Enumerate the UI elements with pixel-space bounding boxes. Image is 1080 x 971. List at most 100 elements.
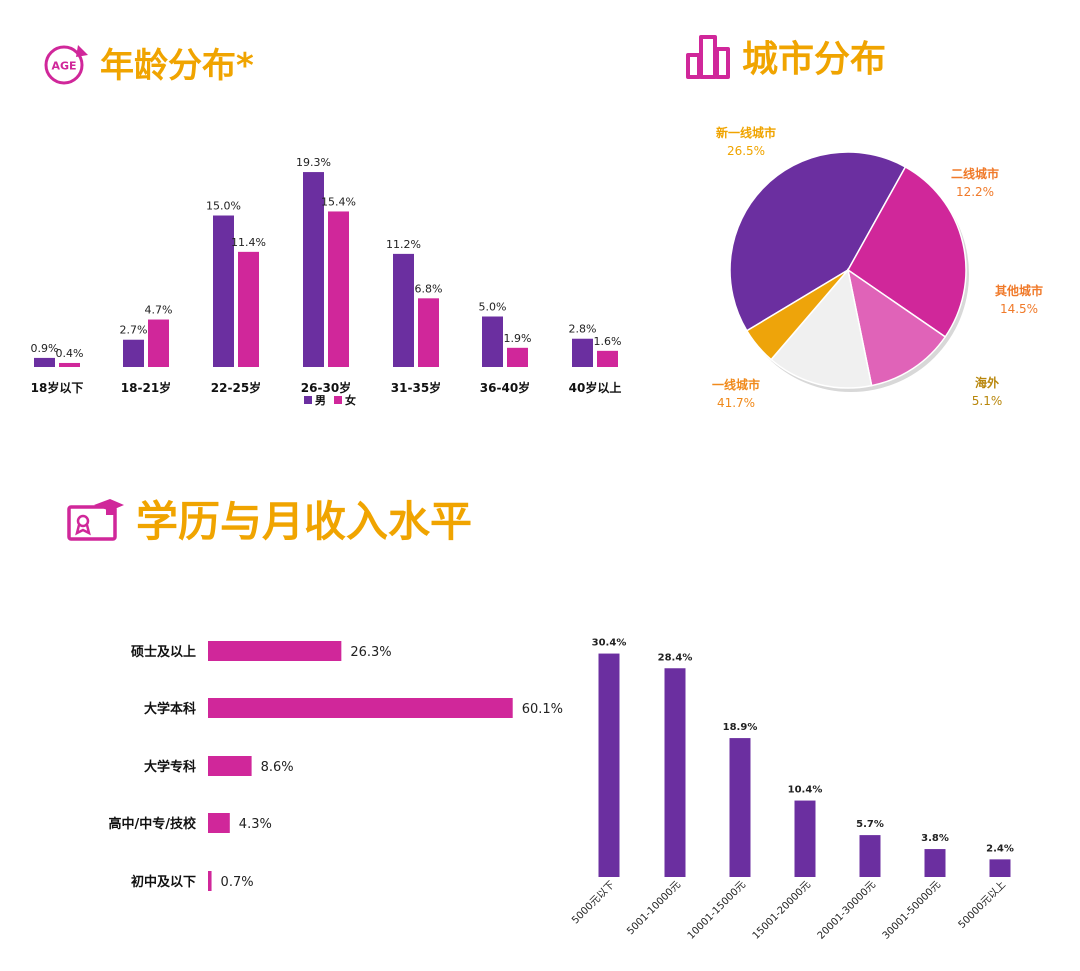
age-bar-value: 11.2%: [386, 238, 421, 251]
income-bar: [924, 849, 946, 877]
age-bar-male: [572, 338, 593, 367]
income-bar-value: 28.4%: [658, 652, 693, 663]
age-category-label: 40岁以上: [569, 380, 622, 395]
age-bar-value: 15.4%: [321, 195, 356, 208]
age-bar-value: 0.4%: [56, 347, 84, 360]
age-bar-value: 4.7%: [145, 304, 173, 317]
age-bar-female: [328, 211, 349, 367]
age-bar-male: [213, 215, 234, 367]
age-section-header: AGE 年龄分布*: [42, 38, 254, 87]
pie-slice-overseas: [745, 269, 849, 361]
age-bar-male: [303, 172, 324, 367]
legend-label: 男: [315, 394, 326, 407]
legend-label: 女: [345, 393, 356, 407]
pie-slice-value: 41.7%: [717, 396, 755, 410]
age-bar-male: [123, 339, 144, 367]
pie-shadow: [733, 156, 969, 392]
age-category-label: 22-25岁: [211, 380, 261, 395]
income-category-label: 5001-10000元: [625, 879, 683, 937]
age-category-label: 31-35岁: [391, 380, 441, 395]
pie-slice-tier2: [846, 268, 947, 387]
edu-bar-value: 8.6%: [261, 760, 294, 775]
edu-category-label: 初中及以下: [131, 874, 196, 890]
edu-bar-value: 60.1%: [522, 702, 563, 717]
city-section-title: 城市分布: [742, 39, 887, 80]
city-buildings-icon: [686, 35, 730, 79]
age-bar-value: 15.0%: [206, 200, 241, 213]
income-bar: [859, 835, 881, 877]
pie-slice-tier1: [729, 151, 907, 332]
edu-category-label: 大学本科: [144, 701, 196, 717]
pie-slice-label: 一线城市: [712, 377, 760, 392]
pie-slice-value: 5.1%: [972, 394, 1003, 408]
age-category-label: 18-21岁: [121, 380, 171, 395]
pie-slice-label: 海外: [975, 375, 999, 390]
edu-bar: [208, 813, 230, 833]
legend-swatch-female: [334, 396, 342, 404]
edu-bar-value: 0.7%: [221, 875, 254, 890]
income-category-label: 30001-50000元: [881, 879, 943, 941]
edu-bar: [208, 756, 252, 776]
age-bar-female: [148, 319, 169, 367]
income-category-label: 5000元以下: [570, 879, 617, 926]
age-bar-female: [597, 350, 618, 367]
income-bar-value: 10.4%: [788, 785, 823, 796]
age-bar-value: 2.8%: [569, 323, 597, 336]
age-category-label: 36-40岁: [480, 380, 530, 395]
city-section-header: 城市分布: [684, 30, 886, 82]
edu-bar: [208, 641, 342, 661]
age-badge-text: AGE: [51, 59, 76, 72]
income-category-label: 20001-30000元: [816, 879, 878, 941]
age-bar-value: 19.3%: [296, 156, 331, 169]
age-bar-male: [393, 253, 414, 367]
age-bar-female: [418, 298, 439, 367]
income-category-label: 50000元以上: [956, 879, 1008, 931]
income-bar-value: 30.4%: [592, 638, 627, 649]
income-bar-value: 18.9%: [723, 722, 758, 733]
edu-bar: [208, 698, 513, 718]
legend-swatch-male: [304, 396, 312, 404]
pie-slice-value: 12.2%: [956, 185, 994, 199]
edu-bar: [208, 871, 212, 891]
edu-bar-value: 26.3%: [350, 645, 391, 660]
age-bar-value: 0.9%: [31, 342, 59, 355]
age-bar-female: [507, 347, 528, 367]
edu-section-title: 学历与月收入水平: [136, 497, 473, 546]
income-bar: [794, 800, 816, 877]
income-bar-value: 5.7%: [856, 819, 884, 830]
edu-bar-value: 4.3%: [239, 817, 272, 832]
age-bar-female: [59, 362, 80, 367]
age-bar-male: [482, 316, 503, 367]
age-section-title: 年龄分布*: [100, 46, 254, 86]
income-bar: [729, 738, 751, 877]
age-category-label: 18岁以下: [31, 380, 84, 395]
income-bar: [664, 668, 686, 877]
pie-slice-label: 新一线城市: [716, 125, 776, 140]
pie-slice-label: 其他城市: [995, 283, 1043, 298]
income-bar-value: 2.4%: [986, 843, 1014, 854]
pie-slice-value: 14.5%: [1000, 302, 1038, 316]
edu-section-header: 学历与月收入水平: [66, 488, 472, 549]
income-bar: [598, 653, 620, 877]
income-category-label: 15001-20000元: [751, 879, 813, 941]
edu-category-label: 硕士及以上: [131, 644, 196, 660]
edu-category-label: 大学专科: [144, 759, 196, 775]
age-bar-value: 1.6%: [594, 335, 622, 348]
age-bar-value: 1.9%: [504, 332, 532, 345]
pie-slice-value: 26.5%: [727, 144, 765, 158]
age-bar-male: [34, 357, 55, 367]
age-bar-value: 6.8%: [415, 282, 443, 295]
age-bar-value: 5.0%: [479, 301, 507, 314]
age-category-label: 26-30岁: [301, 380, 351, 395]
age-bar-female: [238, 251, 259, 367]
pie-slice-other: [770, 268, 873, 389]
income-bar-value: 3.8%: [921, 833, 949, 844]
income-category-label: 10001-15000元: [686, 879, 748, 941]
age-bar-value: 2.7%: [120, 324, 148, 337]
age-bar-value: 11.4%: [231, 236, 266, 249]
pie-slice-new-tier1: [847, 165, 967, 338]
pie-slice-label: 二线城市: [951, 166, 999, 181]
graduation-certificate-icon: [67, 498, 124, 541]
age-badge-icon: AGE: [44, 44, 88, 84]
